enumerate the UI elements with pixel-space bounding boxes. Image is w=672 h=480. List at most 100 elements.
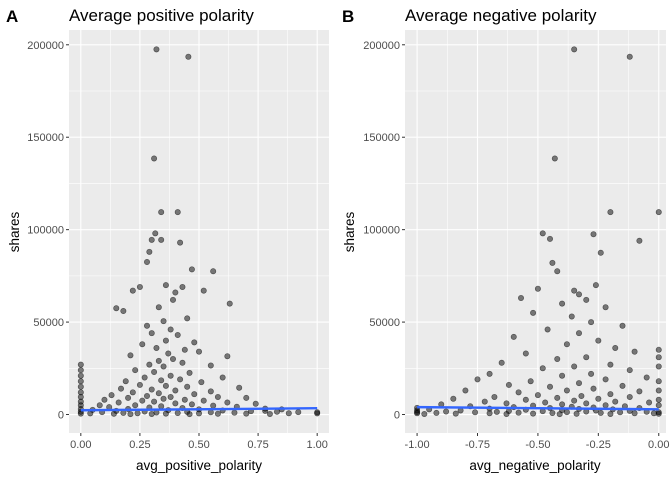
data-point <box>148 236 155 243</box>
data-point <box>160 318 167 325</box>
data-point <box>607 209 614 216</box>
y-tick-label: 150000 <box>27 132 64 144</box>
y-axis-label-a: shares <box>7 211 22 252</box>
data-point <box>544 326 551 333</box>
y-axis-label-b: shares <box>342 211 357 252</box>
data-point <box>148 386 155 393</box>
data-point <box>191 339 198 346</box>
data-point <box>546 383 553 390</box>
data-point <box>450 395 457 402</box>
data-point <box>174 209 181 216</box>
data-point <box>96 402 103 409</box>
data-point <box>285 410 292 417</box>
data-point <box>207 409 214 416</box>
data-point <box>602 402 609 409</box>
data-point <box>583 296 590 303</box>
data-point <box>162 382 169 389</box>
data-point <box>188 266 195 273</box>
data-point <box>559 300 566 307</box>
data-point <box>443 408 450 415</box>
data-point <box>563 341 570 348</box>
data-point <box>491 393 498 400</box>
x-tick-label: 1.00 <box>306 439 327 451</box>
data-point <box>77 361 84 368</box>
data-point <box>153 344 160 351</box>
data-point <box>155 390 162 397</box>
data-point <box>115 399 122 406</box>
data-point <box>522 350 529 357</box>
data-point <box>631 348 638 355</box>
data-point <box>549 259 556 266</box>
data-point <box>151 155 158 162</box>
data-point <box>136 381 143 388</box>
data-point <box>530 309 537 316</box>
y-tick-label: 0 <box>58 410 64 422</box>
data-point <box>177 239 184 246</box>
data-point <box>243 410 250 417</box>
data-point <box>196 348 203 355</box>
x-axis-ticks-b: -1.00 -0.75 -0.50 -0.25 0.00 <box>405 433 669 451</box>
data-point <box>101 396 108 403</box>
data-point <box>563 409 570 416</box>
x-axis-label-b: avg_negative_polarity <box>469 458 601 473</box>
data-point <box>158 236 165 243</box>
data-point <box>554 356 561 363</box>
data-point <box>87 410 94 417</box>
data-point <box>125 394 132 401</box>
x-tick-label: 0.25 <box>129 439 150 451</box>
data-point <box>486 410 493 417</box>
data-point <box>210 402 217 409</box>
data-point <box>636 237 643 244</box>
data-point <box>200 287 207 294</box>
data-point <box>414 410 421 417</box>
data-point <box>559 401 566 408</box>
x-axis-label-a: avg_positive_polarity <box>136 458 262 473</box>
data-point <box>636 388 643 395</box>
data-point <box>655 346 662 353</box>
data-point <box>527 378 534 385</box>
scatter-points-b <box>414 46 662 418</box>
data-point <box>590 385 597 392</box>
x-tick-label: -1.00 <box>405 439 430 451</box>
data-point <box>129 389 136 396</box>
data-point <box>186 411 193 418</box>
data-point <box>619 322 626 329</box>
data-point <box>170 356 177 363</box>
panel-label-b: B <box>342 7 354 26</box>
chart-title-a: Average positive polarity <box>69 6 254 25</box>
data-point <box>571 287 578 294</box>
data-point <box>575 330 582 337</box>
panel-b: B Average negative polarity -1.00 -0.75 -0… <box>342 6 669 473</box>
data-point <box>144 322 151 329</box>
data-point <box>626 367 633 374</box>
data-point <box>588 319 595 326</box>
data-point <box>631 410 638 417</box>
data-point <box>210 268 217 275</box>
data-point <box>129 287 136 294</box>
data-point <box>612 398 619 405</box>
data-point <box>151 368 158 375</box>
data-point <box>110 410 117 417</box>
y-tick-label: 50000 <box>33 317 64 329</box>
data-point <box>266 410 273 417</box>
data-point <box>474 376 481 383</box>
trend-line-b <box>417 405 659 411</box>
data-point <box>503 410 510 417</box>
data-point <box>77 410 84 417</box>
trend-line <box>417 405 659 411</box>
data-point <box>452 410 459 417</box>
y-tick-label: 200000 <box>27 40 64 52</box>
data-point <box>231 409 238 416</box>
data-point <box>186 369 193 376</box>
data-point <box>77 383 84 390</box>
data-point <box>174 332 181 339</box>
data-point <box>481 398 488 405</box>
y-tick-label: 50000 <box>369 317 400 329</box>
data-point <box>650 410 657 417</box>
data-point <box>421 410 428 417</box>
plot-background-b <box>405 30 666 433</box>
data-point <box>602 376 609 383</box>
data-point <box>219 374 226 381</box>
data-point <box>462 387 469 394</box>
data-point <box>179 359 186 366</box>
